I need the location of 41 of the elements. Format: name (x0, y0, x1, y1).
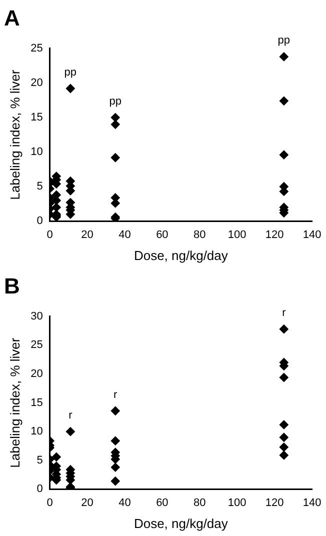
x-tick-label: 20 (81, 496, 94, 509)
y-tick-label: 10 (30, 426, 43, 438)
x-tick-label: 60 (156, 496, 168, 509)
x-tick-label: 140 (302, 228, 322, 241)
x-tick-label: 120 (265, 228, 284, 241)
x-tick-label: 120 (265, 496, 284, 509)
annotation: pp (64, 66, 77, 79)
x-axis-title: Dose, ng/kg/day (134, 516, 228, 531)
annotation: pp (109, 96, 122, 108)
x-tick-label: 140 (302, 496, 322, 509)
chart-title: A (4, 5, 20, 30)
annotation: r (282, 307, 286, 320)
x-tick-label: 80 (194, 228, 206, 241)
y-tick-label: 20 (30, 368, 43, 380)
y-tick-label: 25 (30, 42, 43, 54)
y-tick-label: 0 (36, 483, 43, 496)
x-tick-label: 40 (118, 228, 131, 241)
x-tick-label: 80 (194, 496, 206, 509)
y-tick-label: 15 (30, 396, 43, 409)
x-tick-label: 100 (228, 496, 246, 509)
chart-title: B (4, 273, 20, 298)
y-axis-title: Labeling index, % liver (7, 337, 22, 468)
x-tick-label: 0 (46, 496, 53, 509)
x-tick-label: 40 (118, 496, 131, 509)
y-tick-label: 5 (36, 454, 43, 466)
text: pp (278, 34, 290, 47)
x-tick-label: 60 (156, 228, 168, 241)
y-tick-label: 25 (30, 339, 43, 352)
x-axis-title: Dose, ng/kg/day (134, 248, 228, 263)
y-tick-label: 5 (36, 180, 43, 193)
x-tick-label: 20 (81, 228, 94, 241)
y-tick-label: 20 (30, 76, 43, 89)
x-tick-label: 100 (228, 228, 246, 241)
y-tick-label: 10 (30, 146, 43, 158)
x-tick-label: 0 (46, 228, 53, 241)
y-tick-label: 0 (36, 215, 43, 228)
annotation: r (114, 388, 118, 401)
y-axis-title: Labeling index, % liver (7, 69, 22, 200)
y-tick-label: 15 (30, 112, 43, 124)
y-tick-label: 30 (30, 310, 43, 322)
annotation: r (68, 410, 73, 422)
